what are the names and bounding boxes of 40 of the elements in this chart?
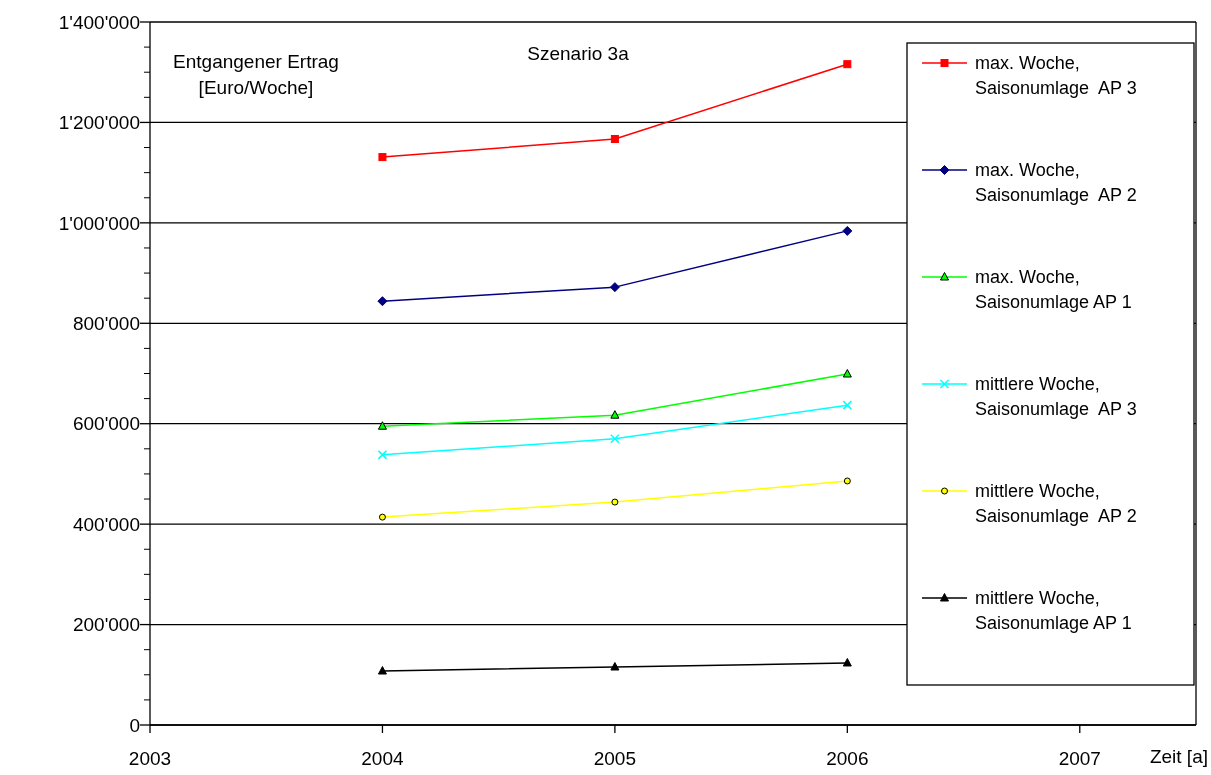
x-tick-label: 2003: [128, 748, 172, 769]
y-tick-label: 0: [129, 714, 140, 736]
legend-label: max. Woche, Saisonumlage AP 3: [975, 53, 1137, 99]
x-tick-label: 2007: [1058, 748, 1101, 769]
point: [377, 421, 387, 430]
y-tick-label: 1'200'000: [58, 112, 140, 134]
point: [842, 369, 852, 378]
y-tick-label: 1'000'000: [58, 212, 140, 234]
point: [610, 662, 620, 671]
legend-label: mittlere Woche, Saisonumlage AP 3: [975, 374, 1137, 420]
legend-label: mittlere Woche, Saisonumlage AP 1: [975, 588, 1132, 634]
point: [843, 60, 852, 69]
x-axis-title: Zeit [a]: [1149, 746, 1208, 767]
y-axis-title: Entgangener Ertrag [Euro/Woche]: [173, 51, 339, 98]
point: [610, 410, 620, 419]
y-tick-label: 800'000: [72, 312, 140, 334]
point: [611, 498, 619, 506]
point: [377, 666, 387, 675]
point: [378, 513, 386, 521]
x-tick-label: 2006: [826, 748, 869, 769]
text: Szenario 3a: [527, 43, 630, 64]
legend-label: max. Woche, Saisonumlage AP 1: [975, 267, 1132, 313]
point: [842, 400, 853, 410]
point: [610, 135, 619, 143]
point: [842, 657, 852, 667]
point: [609, 282, 620, 293]
point: [377, 296, 388, 307]
y-tick-label: 400'000: [72, 513, 140, 535]
point: [378, 153, 387, 162]
y-tick-label: 200'000: [72, 614, 140, 636]
point: [610, 434, 620, 444]
legend-label: max. Woche, Saisonumlage AP 2: [975, 160, 1137, 206]
point: [842, 225, 853, 236]
point: [377, 450, 388, 460]
y-tick-label: 600'000: [72, 413, 140, 435]
point: [843, 477, 851, 485]
x-tick-label: 2004: [361, 748, 404, 769]
x-tick-label: 2005: [593, 748, 637, 769]
legend-label: mittlere Woche, Saisonumlage AP 2: [975, 481, 1137, 527]
y-tick-label: 1'400'000: [58, 11, 140, 33]
